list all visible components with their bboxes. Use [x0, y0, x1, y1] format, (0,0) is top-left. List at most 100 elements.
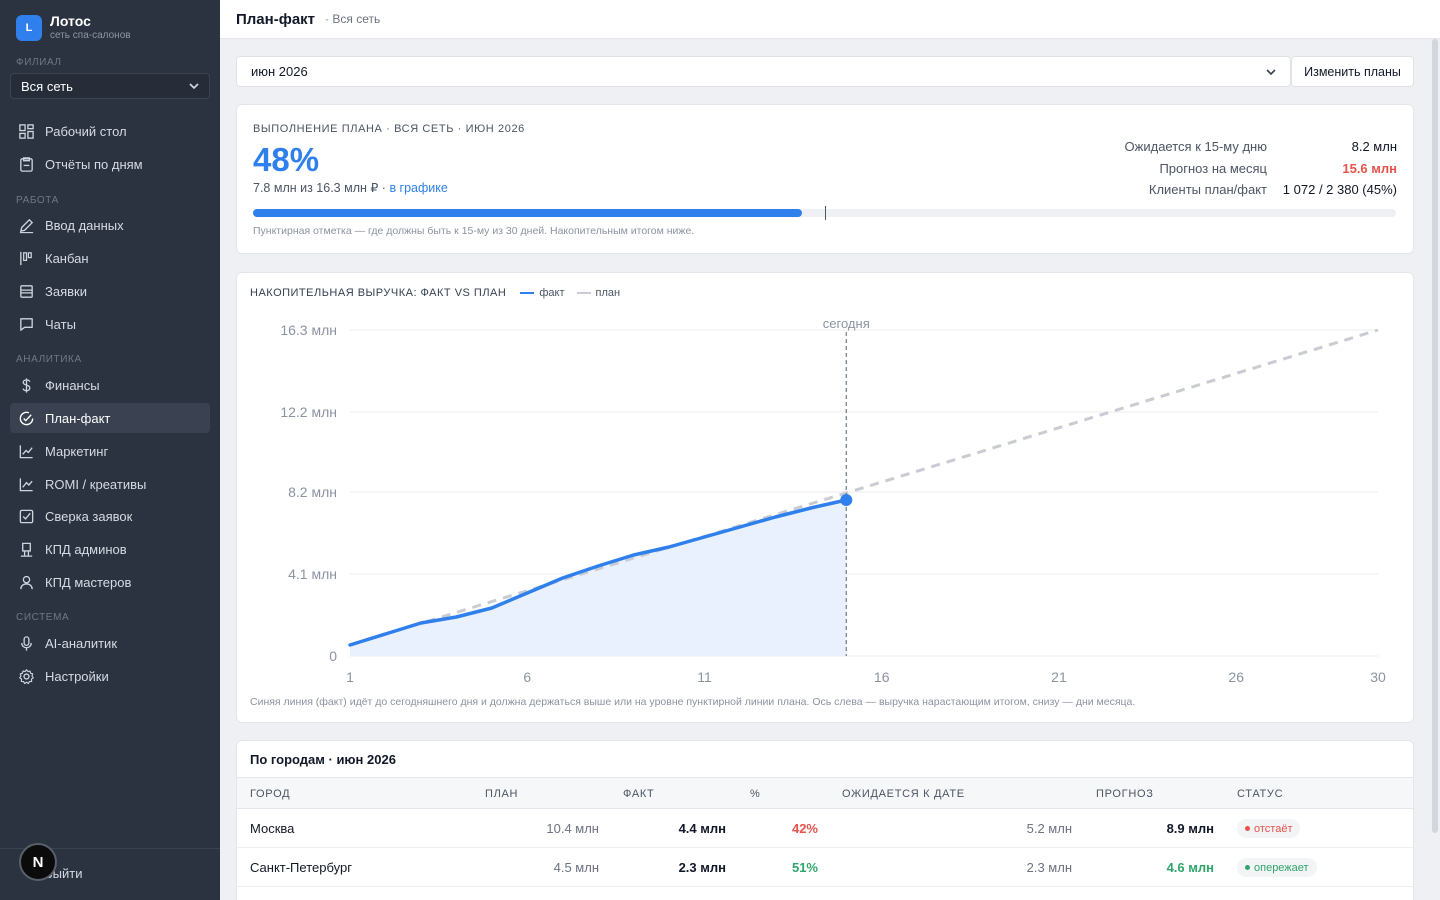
- section-label-analytics: АНАЛИТИКА: [16, 354, 82, 365]
- sidebar-item-daily-reports[interactable]: Отчёты по дням: [10, 149, 210, 179]
- user-icon: [20, 575, 33, 589]
- sidebar-item-chats[interactable]: Чаты: [10, 309, 210, 339]
- table-row[interactable]: Санкт-Петербург 4.5 млн 2.3 млн 51% 2.3 …: [237, 848, 1413, 887]
- branch-select-value: Вся сеть: [21, 78, 73, 94]
- chart-legend: факт план: [520, 287, 632, 299]
- sidebar-item-finance[interactable]: Финансы: [10, 370, 210, 400]
- stat-clients: Клиенты план/факт 1 072 / 2 380 (45%): [1037, 179, 1397, 201]
- col-pct[interactable]: %: [750, 788, 761, 800]
- status-badge: отстаёт: [1237, 819, 1301, 838]
- cities-table-card: По городам · июн 2026 ГОРОД ПЛАН ФАКТ % …: [236, 740, 1414, 900]
- cell-fact: 2.3 млн: [678, 860, 726, 875]
- legend-plan-swatch: [576, 292, 591, 294]
- x-tick-label: 11: [697, 669, 712, 685]
- plan-summary: 7.8 млн из 16.3 млн ₽ · в графике: [253, 180, 448, 195]
- expected-mark: [824, 206, 826, 220]
- edit-plans-button[interactable]: Изменить планы: [1291, 56, 1414, 87]
- sidebar-item-plan-fact[interactable]: План-факт: [10, 403, 210, 433]
- sidebar-item-dashboard[interactable]: Рабочий стол: [10, 116, 210, 146]
- stat-value: 8.2 млн: [1351, 139, 1397, 155]
- cell-fact: 4.4 млн: [678, 821, 726, 836]
- grid-icon: [19, 123, 34, 139]
- cell-pct: 42%: [791, 821, 818, 836]
- sidebar-item-label: Заявки: [45, 283, 87, 299]
- brand-title: Лотос: [50, 13, 91, 29]
- sidebar-item-label: Сверка заявок: [45, 508, 133, 524]
- stat-forecast: Прогноз на месяц 15.6 млн: [1037, 158, 1397, 180]
- sidebar-item-label: AI-аналитик: [45, 635, 118, 651]
- sidebar-item-data-entry[interactable]: Ввод данных: [10, 210, 210, 240]
- chart-note: Синяя линия (факт) идёт до сегодняшнего …: [250, 696, 1136, 708]
- x-tick-label: 6: [523, 669, 531, 685]
- gear-icon: [19, 668, 34, 684]
- x-tick-label: 1: [346, 669, 354, 685]
- kanban-icon: [20, 251, 32, 265]
- stat-label: Ожидается к 15-му дню: [1124, 139, 1267, 155]
- clipboard-icon: [20, 156, 33, 172]
- sidebar-item-label: КПД мастеров: [45, 574, 132, 590]
- table-header-row: ГОРОД ПЛАН ФАКТ % ОЖИДАЕТСЯ К ДАТЕ ПРОГН…: [237, 777, 1413, 809]
- today-label: сегодня: [823, 316, 870, 331]
- legend-fact-swatch: [520, 292, 535, 294]
- plan-percent: 48%: [253, 141, 320, 178]
- cell-forecast: 8.9 млн: [1166, 821, 1214, 836]
- stat-label: Клиенты план/факт: [1148, 182, 1267, 198]
- x-tick-label: 21: [1051, 669, 1067, 685]
- plan-progress-card: ВЫПОЛНЕНИЕ ПЛАНА · ВСЯ СЕТЬ · ИЮН 2026 4…: [236, 104, 1414, 254]
- stat-value: 15.6 млн: [1342, 160, 1397, 176]
- sidebar-item-kpd-masters[interactable]: КПД мастеров: [10, 567, 210, 597]
- stat-label: Прогноз на месяц: [1159, 160, 1267, 176]
- x-tick-label: 26: [1228, 669, 1244, 685]
- brand[interactable]: L Лотос сеть спа-салонов: [16, 14, 131, 42]
- sidebar-item-marketing[interactable]: Маркетинг: [10, 436, 210, 466]
- checkbox-icon: [19, 509, 34, 523]
- cell-expected: 5.2 млн: [1026, 821, 1072, 836]
- branch-select[interactable]: Вся сеть: [10, 73, 210, 99]
- sidebar-item-kpd-admins[interactable]: КПД админов: [10, 534, 210, 564]
- cumulative-revenue-card: 0 4.1 млн 8.2 млн 12.2 млн 16.3 млн 1 6 11 16 21 2…: [236, 272, 1414, 723]
- page-scrollbar[interactable]: [1432, 39, 1438, 833]
- sidebar-item-settings[interactable]: Настройки: [10, 661, 210, 691]
- cell-expected: 2.3 млн: [1026, 860, 1072, 875]
- section-label-work: РАБОТА: [16, 195, 59, 206]
- month-select[interactable]: июн 2026: [236, 56, 1291, 87]
- col-fact[interactable]: ФАКТ: [623, 788, 655, 800]
- next-dev-badge-icon[interactable]: N: [19, 843, 57, 881]
- line-chart-icon: [19, 444, 33, 458]
- sidebar-item-romi[interactable]: ROMI / креативы: [10, 469, 210, 499]
- sidebar-item-requests[interactable]: Заявки: [10, 276, 210, 306]
- sidebar-item-ai[interactable]: AI-аналитик: [10, 628, 210, 658]
- col-plan[interactable]: ПЛАН: [485, 788, 519, 800]
- page-subtitle: · Вся сеть: [325, 12, 381, 26]
- status-badge: опережает: [1237, 858, 1317, 877]
- col-city[interactable]: ГОРОД: [250, 788, 291, 800]
- col-status[interactable]: СТАТУС: [1237, 788, 1284, 800]
- chart-title: НАКОПИТЕЛЬНАЯ ВЫРУЧКА: ФАКТ VS ПЛАН: [250, 287, 507, 299]
- plan-stats: Ожидается к 15-му дню 8.2 млн Прогноз на…: [1037, 136, 1397, 201]
- dollar-icon: [22, 377, 31, 393]
- fact-last-point: [840, 494, 853, 506]
- sidebar-item-label: Рабочий стол: [45, 123, 127, 139]
- inbox-icon: [20, 284, 33, 298]
- chart-header: НАКОПИТЕЛЬНАЯ ВЫРУЧКА: ФАКТ VS ПЛАН факт…: [250, 287, 632, 299]
- fact-area: [350, 500, 847, 656]
- cell-forecast: 4.6 млн: [1166, 860, 1214, 875]
- x-tick-label: 30: [1370, 669, 1386, 685]
- legend-fact: факт: [520, 287, 565, 299]
- page-header: План-факт · Вся сеть: [220, 0, 1440, 39]
- microphone-icon: [21, 635, 32, 651]
- plan-progress-fill: [253, 209, 802, 217]
- col-forecast[interactable]: ПРОГНОЗ: [1096, 788, 1154, 800]
- sidebar-item-kanban[interactable]: Канбан: [10, 243, 210, 273]
- brand-logo-icon: L: [16, 15, 42, 41]
- in-chart-link[interactable]: в графике: [389, 181, 448, 195]
- sidebar-item-label: КПД админов: [45, 541, 127, 557]
- col-expected[interactable]: ОЖИДАЕТСЯ К ДАТЕ: [842, 788, 965, 800]
- plan-line: [349, 328, 1379, 647]
- status-label: опережает: [1254, 861, 1309, 874]
- y-tick-label: 4.1 млн: [288, 566, 337, 582]
- table-row[interactable]: Москва 10.4 млн 4.4 млн 42% 5.2 млн 8.9 …: [237, 809, 1413, 848]
- sidebar-item-reconcile[interactable]: Сверка заявок: [10, 501, 210, 531]
- pencil-icon: [19, 218, 34, 233]
